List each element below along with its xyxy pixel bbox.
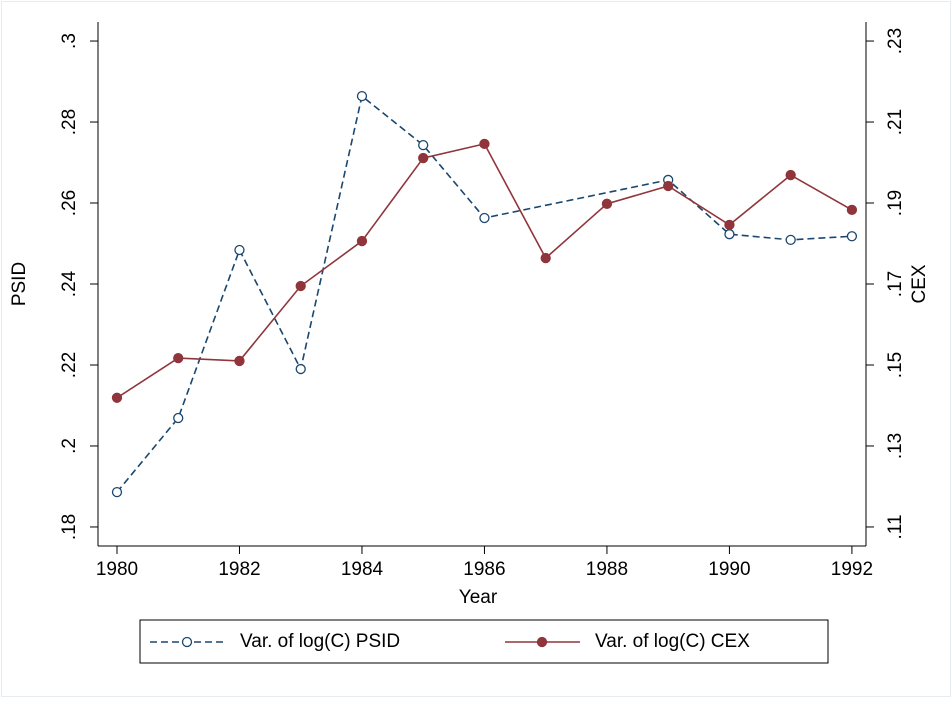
point	[295, 280, 306, 292]
y2-tick-label: .23	[885, 28, 906, 54]
y2-tick-label: .19	[885, 190, 906, 216]
x-tick-label: 1986	[463, 559, 505, 580]
point	[234, 355, 245, 367]
point	[111, 392, 123, 403]
y2-tick-label: .15	[885, 352, 906, 378]
point	[111, 486, 123, 498]
legend-label: Var. of log(C) PSID	[240, 631, 400, 652]
point	[173, 412, 184, 424]
point	[846, 204, 858, 216]
point	[479, 212, 490, 224]
point	[173, 352, 184, 364]
y-tick-label: .2	[59, 438, 80, 454]
point	[724, 229, 735, 240]
legend-label: Var. of log(C) CEX	[595, 631, 750, 652]
x-tick-label: 1984	[341, 559, 384, 580]
point	[785, 234, 796, 246]
point	[724, 219, 735, 231]
y-axis-title: PSID	[9, 262, 30, 306]
y-tick-label: .22	[59, 352, 80, 378]
x-tick-label: 1990	[708, 559, 750, 580]
x-tick-label: 1988	[586, 559, 628, 580]
y2-tick-label: .17	[885, 271, 906, 297]
point	[540, 252, 551, 264]
y2-tick-label: .11	[885, 514, 906, 539]
point	[356, 90, 368, 102]
y-tick-label: .18	[59, 514, 80, 540]
y2-tick-label: .21	[885, 109, 906, 135]
y-tick-label: .24	[59, 270, 80, 297]
x-tick-label: 1982	[218, 559, 260, 580]
y-tick-label: .26	[59, 190, 80, 216]
point	[601, 198, 613, 209]
point	[479, 138, 490, 150]
series-line	[116, 94, 852, 493]
point	[846, 231, 858, 242]
point	[663, 180, 674, 192]
y-tick-label: .3	[59, 33, 80, 49]
legend-marker	[536, 636, 548, 648]
legend-marker	[181, 636, 193, 648]
x-tick-label: 1980	[96, 559, 138, 580]
legend-box	[139, 619, 829, 664]
x-tick-label: 1992	[831, 559, 873, 580]
y-tick-label: .28	[59, 109, 80, 135]
point	[785, 169, 796, 181]
x-axis-title: Year	[459, 587, 498, 608]
y2-tick-label: .13	[885, 433, 906, 459]
point	[418, 139, 429, 151]
point	[234, 244, 245, 256]
point	[418, 152, 429, 164]
point	[356, 235, 368, 247]
y2-axis-title: CEX	[909, 264, 930, 303]
point	[295, 363, 306, 375]
